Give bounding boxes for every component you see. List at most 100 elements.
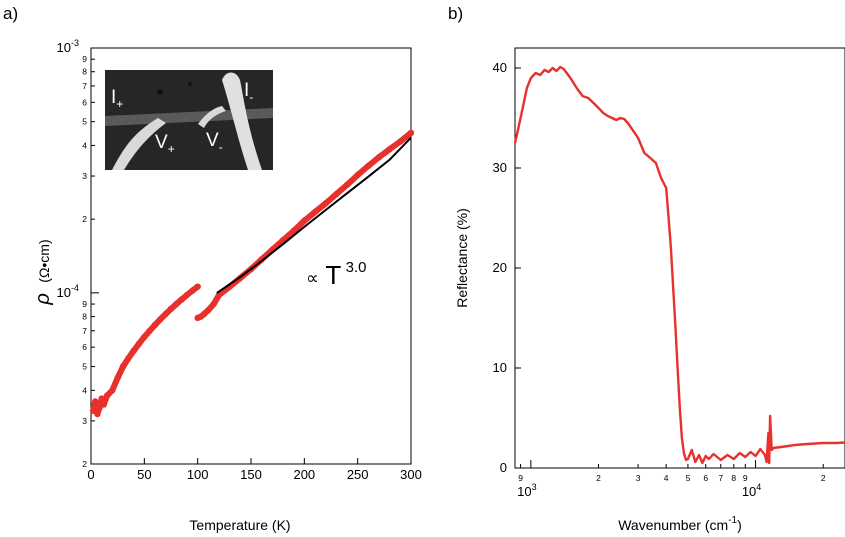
resistivity-point — [397, 138, 404, 145]
resistivity-point — [130, 347, 137, 354]
resistivity-point — [114, 374, 121, 381]
power-law-fit-line — [216, 137, 412, 294]
x-tick-label: 250 — [347, 467, 369, 482]
y-minor-tick-label: 3 — [82, 416, 87, 426]
resistivity-point — [92, 398, 99, 405]
current-minus-label: I- — [244, 80, 253, 104]
resistivity-point — [365, 162, 372, 170]
resistivity-point — [173, 300, 180, 308]
x-minor-tick-label: 9 — [518, 473, 523, 483]
panel-a-ticks: 0 50 100 150 200 250 300234567892345678910-310… — [57, 38, 422, 482]
temperature-axis-label: Temperature (K) — [189, 517, 290, 533]
resistivity-point — [141, 333, 148, 341]
resistivity-point — [178, 296, 185, 303]
resistivity-point — [194, 283, 201, 290]
y-minor-tick-label: 7 — [82, 326, 87, 336]
x-tick-label: 100 — [187, 467, 209, 482]
x-tick-label: 300 — [400, 467, 422, 482]
resistivity-point — [215, 291, 223, 299]
sample-micrograph-inset: I+ I- V+ V- — [105, 70, 273, 170]
y-minor-tick-label: 8 — [82, 312, 87, 322]
resistivity-point — [333, 190, 340, 198]
resistivity-point — [162, 310, 169, 318]
resistivity-symbol: ρ — [32, 293, 54, 305]
y-minor-tick-label: 2 — [82, 214, 87, 224]
voltage-minus-label: V- — [206, 130, 223, 154]
panel-b-tag: b) — [448, 4, 463, 23]
y-decade-tick-label: 10-3 — [57, 38, 79, 55]
resistivity-point — [146, 327, 153, 334]
resistivity-point — [157, 316, 164, 323]
y-minor-tick-label: 3 — [82, 171, 87, 181]
voltage-plus-label: V+ — [155, 132, 175, 156]
resistivity-point — [205, 306, 212, 314]
x-tick-label: 200 — [293, 467, 315, 482]
y-minor-tick-label: 9 — [82, 299, 87, 309]
panel-b-plot-frame — [514, 47, 845, 469]
y-minor-tick-label: 4 — [82, 140, 87, 150]
resistivity-point — [354, 171, 361, 179]
x-minor-tick-label: 4 — [664, 473, 669, 483]
y-minor-tick-label: 6 — [82, 97, 87, 107]
x-tick-label: 0 — [87, 467, 94, 482]
right-lead-graphic — [222, 72, 262, 170]
resistivity-point — [322, 200, 329, 207]
resistivity-point — [301, 217, 308, 224]
resistivity-point — [94, 410, 101, 418]
y-tick-label: 10 — [493, 360, 507, 375]
wavenumber-label-text: Wavenumber (cm — [618, 517, 728, 533]
reflectance-axis-label: Reflectance (%) — [454, 208, 470, 308]
resistivity-point — [386, 146, 393, 153]
proportional-symbol: ∝ — [306, 268, 319, 288]
resistivity-point — [167, 305, 175, 313]
resistivity-point — [151, 321, 159, 329]
y-minor-tick-label: 4 — [82, 385, 87, 395]
wavenumber-axis-label: Wavenumber (cm-1) — [618, 515, 742, 533]
power-law-exponent: 3.0 — [346, 259, 367, 276]
y-minor-tick-label: 2 — [82, 459, 87, 469]
x-minor-tick-label: 7 — [718, 473, 723, 483]
resistivity-point — [135, 340, 143, 347]
wavenumber-label-exponent: -1 — [728, 515, 737, 526]
resistivity-unit: (Ω•cm) — [36, 239, 52, 282]
svg-text:ρ (Ω•cm): ρ (Ω•cm) — [32, 239, 54, 305]
y-minor-tick-label: 9 — [82, 54, 87, 64]
micrograph-speck — [188, 82, 192, 86]
x-minor-tick-label: 2 — [821, 473, 826, 483]
y-decade-tick-label: 10-4 — [57, 283, 79, 300]
power-law-annotation: ∝ T 3.0 — [306, 259, 367, 290]
y-minor-tick-label: 6 — [82, 342, 87, 352]
left-lead-graphic — [112, 118, 166, 170]
resistivity-point — [200, 310, 208, 318]
sample-bar-graphic — [105, 108, 273, 126]
resistivity-point — [343, 181, 351, 189]
panel-a-data-marks — [89, 129, 415, 418]
y-tick-label: 0 — [500, 460, 507, 475]
x-decade-tick-label: 103 — [517, 482, 536, 499]
x-tick-label: 150 — [240, 467, 262, 482]
x-minor-tick-label: 2 — [596, 473, 601, 483]
y-tick-label: 30 — [493, 160, 507, 175]
micrograph-speck — [157, 89, 163, 95]
y-minor-tick-label: 5 — [82, 362, 87, 372]
resistivity-point — [311, 208, 319, 216]
current-plus-label: I+ — [111, 87, 123, 111]
resistivity-point — [100, 401, 108, 408]
wavenumber-label-close: ) — [737, 517, 742, 533]
resistivity-point — [407, 129, 415, 137]
resistivity-axis-label: ρ (Ω•cm) — [32, 239, 54, 305]
y-minor-tick-label: 7 — [82, 81, 87, 91]
resistivity-point — [119, 363, 127, 370]
x-minor-tick-label: 9 — [743, 473, 748, 483]
x-minor-tick-label: 3 — [636, 473, 641, 483]
resistivity-point — [290, 227, 297, 235]
x-decade-tick-label: 104 — [742, 482, 761, 499]
x-tick-label: 50 — [137, 467, 151, 482]
resistivity-point — [125, 355, 132, 362]
y-tick-label: 40 — [493, 60, 507, 75]
resistivity-point — [375, 154, 383, 161]
resistivity-point — [109, 387, 116, 394]
